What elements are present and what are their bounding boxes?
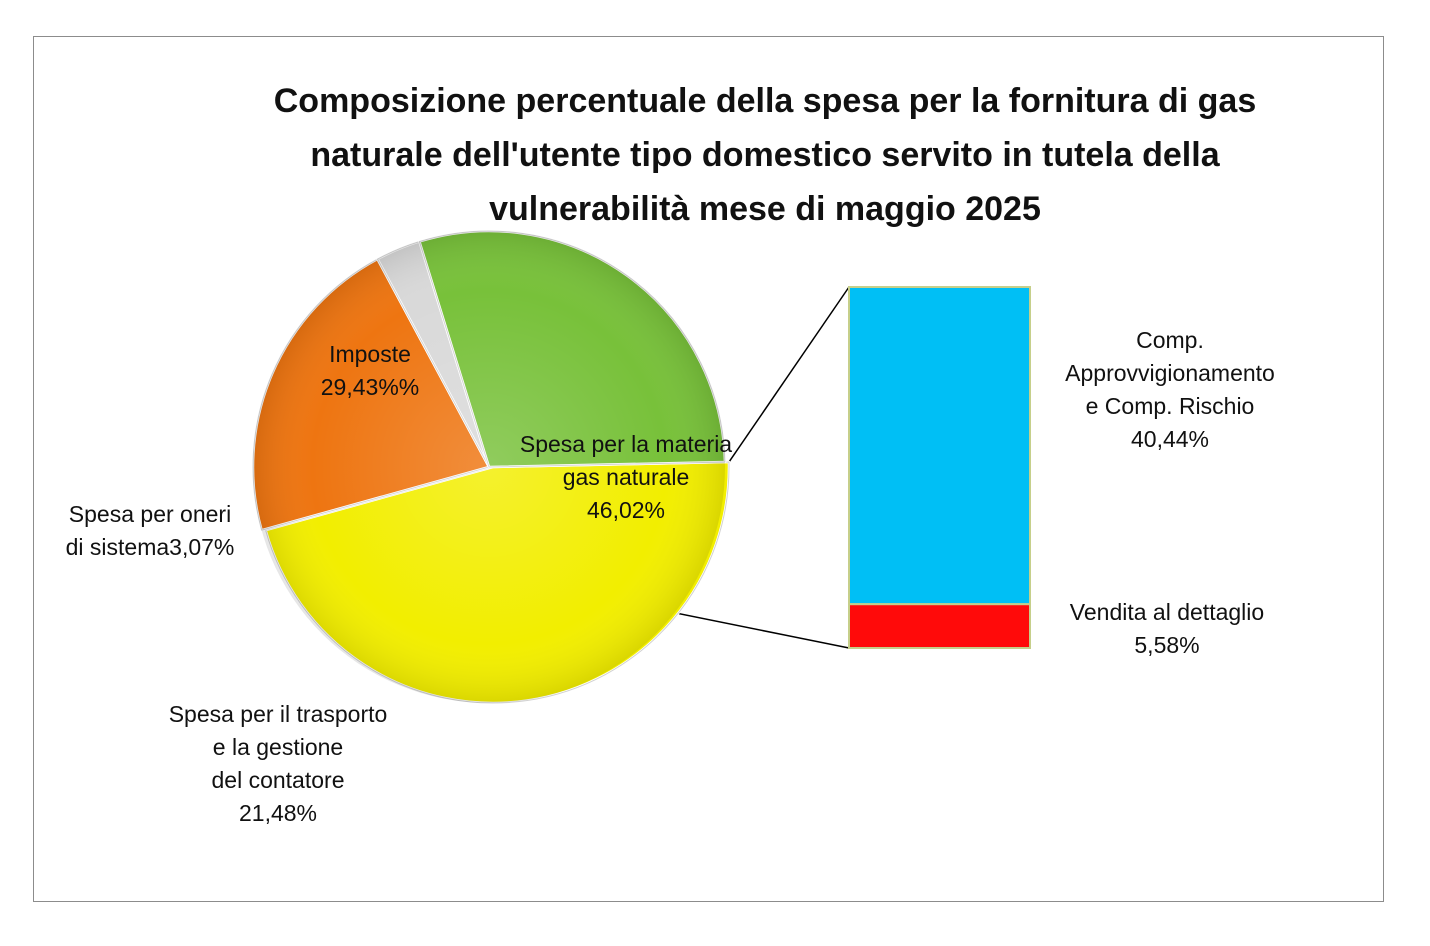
slice-label-line: Imposte (329, 341, 411, 367)
slice-label-line: del contatore (212, 767, 345, 793)
bar-label-line: 40,44% (1131, 426, 1209, 452)
slice-label-line: 46,02% (587, 497, 665, 523)
bar-segment-comp-approvvigionamento-e-comp-rischio (848, 286, 1031, 606)
bar-label-vendita-al-dettaglio: Vendita al dettaglio 5,58% (1070, 599, 1264, 658)
slice-label-spesa-per-oneri-di-sistema: Spesa per oneri di sistema3,07% (66, 501, 235, 560)
slice-label-spesa-per-il-trasporto-e-la-gestione-del-contatore: Spesa per il trasporto e la gestione del c… (169, 701, 388, 826)
bar-segment-vendita-al-dettaglio (848, 603, 1031, 649)
slice-label-line: Spesa per il trasporto (169, 701, 388, 727)
slice-label-imposte: Imposte 29,43%% (321, 341, 419, 400)
bar-label-line: 5,58% (1134, 632, 1199, 658)
slice-label-line: e la gestione (213, 734, 343, 760)
bar-label-line: Vendita al dettaglio (1070, 599, 1264, 625)
chart-title: Composizione percentuale della spesa per… (273, 82, 1257, 228)
bar-label-line: Comp. (1136, 327, 1204, 353)
slice-label-spesa-per-la-materia-gas-naturale: Spesa per la materia gas naturale 46,02% (520, 431, 732, 523)
slice-label-line: Spesa per oneri (69, 501, 231, 527)
slice-label-line: gas naturale (563, 464, 690, 490)
slice-label-line: di sistema3,07% (66, 534, 235, 560)
connector-line-top (728, 286, 850, 463)
slice-label-line: Spesa per la materia (520, 431, 732, 457)
bar-label-line: Approvvigionamento (1065, 360, 1275, 386)
slice-label-line: 21,48% (239, 800, 317, 826)
bar-label-comp-approvvigionamento-e-comp-rischio: Comp. Approvvigionamento e Comp. Rischio 40… (1065, 327, 1275, 452)
slice-label-line: 29,43%% (321, 374, 419, 400)
bar-label-line: e Comp. Rischio (1086, 393, 1255, 419)
